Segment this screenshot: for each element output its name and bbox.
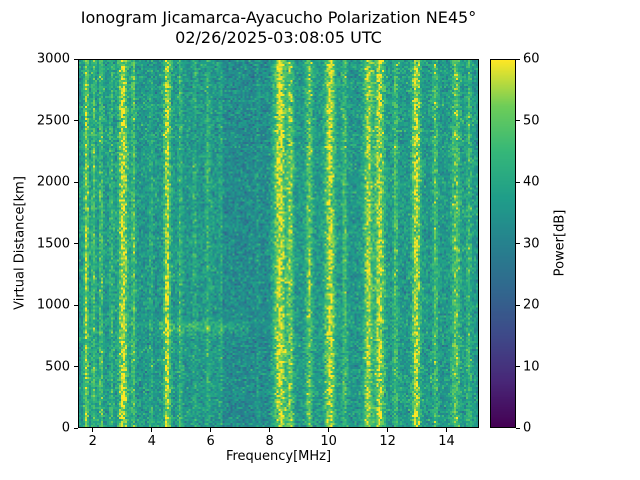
colorbar-tick-mark	[516, 181, 520, 183]
y-tick-mark	[74, 120, 78, 121]
x-tick-mark	[151, 428, 153, 432]
colorbar-tick-mark	[516, 304, 520, 306]
colorbar-tick-label: 0	[523, 420, 532, 436]
heatmap-plot-area	[78, 59, 479, 428]
y-tick-label: 0	[61, 420, 70, 436]
y-tick-mark	[74, 427, 78, 429]
x-tick-mark	[269, 428, 271, 432]
y-tick-label: 500	[45, 359, 70, 374]
colorbar-tick-label: 50	[523, 113, 540, 128]
x-tick-mark	[387, 428, 389, 432]
y-tick-mark	[74, 366, 78, 367]
colorbar-tick-label: 40	[523, 174, 540, 190]
y-tick-label: 3000	[36, 51, 70, 67]
colorbar-tick-mark	[516, 366, 520, 367]
x-tick-mark	[92, 428, 94, 432]
colorbar-tick-label: 10	[523, 359, 540, 374]
x-axis-label: Frequency[MHz]	[225, 449, 332, 464]
x-tick-label: 6	[206, 434, 215, 449]
colorbar-label: Power[dB]	[552, 209, 568, 277]
x-tick-label: 14	[438, 434, 455, 449]
chart-title: Ionogram Jicamarca-Ayacucho Polarization…	[78, 8, 479, 48]
colorbar-tick-mark	[516, 120, 520, 121]
y-tick-label: 2500	[36, 113, 70, 128]
x-tick-mark	[210, 428, 212, 432]
colorbar	[490, 59, 516, 428]
x-tick-label: 10	[320, 434, 337, 449]
colorbar-tick-label: 60	[523, 51, 540, 67]
y-tick-label: 1000	[36, 297, 70, 313]
y-axis-label: Virtual Distance[km]	[12, 176, 28, 310]
heatmap-canvas	[79, 60, 478, 427]
x-tick-label: 4	[147, 434, 156, 449]
colorbar-tick-label: 30	[523, 236, 540, 251]
x-tick-mark	[328, 428, 330, 432]
y-tick-label: 1500	[36, 236, 70, 251]
x-tick-label: 12	[379, 434, 396, 449]
colorbar-tick-mark	[516, 58, 520, 60]
x-tick-label: 2	[88, 434, 97, 449]
y-tick-mark	[74, 58, 78, 60]
chart-title-line2: 02/26/2025-03:08:05 UTC	[175, 28, 382, 47]
x-tick-mark	[446, 428, 448, 432]
y-tick-mark	[74, 181, 78, 183]
colorbar-tick-label: 20	[523, 297, 540, 313]
y-tick-label: 2000	[36, 174, 70, 190]
colorbar-gradient-canvas	[491, 60, 515, 427]
colorbar-tick-mark	[516, 427, 520, 429]
colorbar-tick-mark	[516, 243, 520, 244]
y-tick-mark	[74, 304, 78, 306]
x-tick-label: 8	[265, 434, 274, 449]
y-tick-mark	[74, 243, 78, 244]
chart-title-line1: Ionogram Jicamarca-Ayacucho Polarization…	[80, 8, 477, 27]
